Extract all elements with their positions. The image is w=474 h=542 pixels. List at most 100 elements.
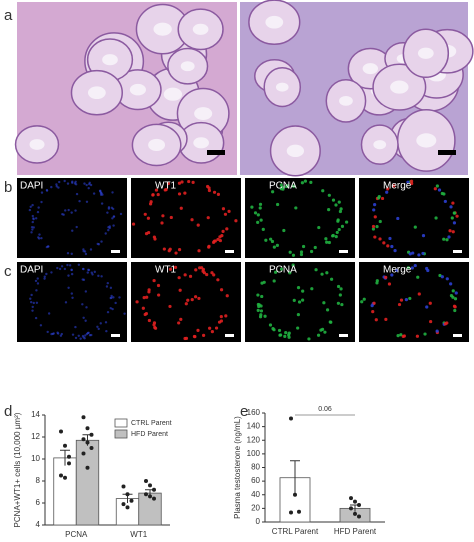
cell-signal xyxy=(84,334,87,337)
cell-signal xyxy=(105,329,108,333)
y-tick-label: 40 xyxy=(251,490,260,499)
cell-signal xyxy=(263,314,267,318)
legend-label: HFD Parent xyxy=(131,431,168,438)
cell-signal xyxy=(111,307,114,311)
cell-signal xyxy=(413,263,417,268)
cell-signal xyxy=(416,275,420,279)
channel-label: PCNA xyxy=(269,181,297,192)
cell-signal xyxy=(89,183,93,187)
cell-signal xyxy=(81,267,85,271)
cell-signal xyxy=(109,306,112,310)
cell-signal xyxy=(452,221,457,225)
cell-signal xyxy=(375,224,379,229)
cell-signal xyxy=(193,295,198,299)
cell-signal xyxy=(275,243,279,247)
cell-signal xyxy=(300,181,304,185)
cell-signal xyxy=(50,271,53,274)
cell-signal xyxy=(151,193,155,197)
cell-signal xyxy=(258,206,262,210)
cell-signal xyxy=(264,238,268,242)
cell-signal xyxy=(299,250,304,254)
cell-signal xyxy=(31,220,34,224)
cell-signal xyxy=(28,208,32,212)
cell-signal xyxy=(58,180,61,184)
cell-signal xyxy=(100,240,103,243)
cell-signal xyxy=(438,273,442,278)
cell-signal xyxy=(55,185,58,188)
scale-bar xyxy=(339,250,348,253)
cell-signal xyxy=(96,325,99,328)
cell-signal xyxy=(207,188,212,193)
cell-signal xyxy=(445,277,449,281)
data-point xyxy=(63,443,67,448)
data-point xyxy=(349,496,353,501)
cell-signal xyxy=(118,296,121,299)
data-point xyxy=(63,475,67,480)
data-point xyxy=(152,496,156,501)
cell-signal xyxy=(206,216,210,220)
cell-signal xyxy=(88,182,91,186)
cell-signal xyxy=(112,224,115,227)
cell-signal xyxy=(56,331,59,334)
cell-signal xyxy=(451,201,455,205)
cell-signal xyxy=(100,275,103,278)
cell-signal xyxy=(70,272,74,276)
cell-signal xyxy=(260,281,264,285)
lumen xyxy=(153,22,172,36)
cell-signal xyxy=(386,187,390,191)
lumen xyxy=(417,47,434,59)
cell-signal xyxy=(443,322,447,326)
cell-signal xyxy=(123,312,126,315)
lumen xyxy=(192,23,209,35)
y-tick-label: 120 xyxy=(247,435,261,444)
lumen xyxy=(148,138,166,151)
cell-signal xyxy=(272,279,276,283)
cell-signal xyxy=(177,276,181,280)
cell-signal xyxy=(339,287,343,291)
cell-signal xyxy=(40,236,43,240)
scale-bar xyxy=(438,150,456,155)
cell-signal xyxy=(301,298,305,302)
lumen xyxy=(373,140,387,150)
cell-signal xyxy=(111,191,114,194)
scale-bar xyxy=(225,334,234,337)
cell-signal xyxy=(384,275,388,280)
cell-signal xyxy=(371,224,376,229)
cell-signal xyxy=(309,180,313,184)
cell-signal xyxy=(194,268,198,272)
cell-signal xyxy=(211,240,216,244)
cell-signal xyxy=(152,235,156,239)
cell-signal xyxy=(180,180,184,184)
cell-signal xyxy=(152,278,156,283)
cell-signal xyxy=(258,202,263,206)
y-tick-label: 60 xyxy=(251,476,260,485)
cell-signal xyxy=(86,271,89,274)
cell-signal xyxy=(309,249,314,254)
cell-signal xyxy=(397,302,402,307)
cell-signal xyxy=(154,188,159,192)
lumen xyxy=(275,82,289,92)
cell-signal xyxy=(147,318,151,323)
cell-signal xyxy=(450,216,454,220)
cell-signal xyxy=(119,212,123,216)
cell-signal xyxy=(84,319,87,322)
cell-signal xyxy=(86,331,90,335)
data-point xyxy=(85,440,90,445)
cell-signal xyxy=(63,179,66,183)
cell-signal xyxy=(428,301,432,305)
cell-signal xyxy=(74,325,77,329)
cell-signal xyxy=(392,184,396,188)
cell-signal xyxy=(411,251,415,255)
cell-signal xyxy=(31,309,34,312)
cell-signal xyxy=(30,293,33,297)
cell-signal xyxy=(168,304,172,309)
cell-signal xyxy=(337,200,341,204)
data-point xyxy=(85,465,90,470)
y-tick-label: 10 xyxy=(31,454,40,463)
cell-signal xyxy=(197,249,201,253)
cell-signal xyxy=(440,275,444,279)
cell-signal xyxy=(87,186,90,190)
cell-signal xyxy=(97,243,101,246)
panel-label: d xyxy=(4,403,12,420)
cell-signal xyxy=(225,227,229,231)
